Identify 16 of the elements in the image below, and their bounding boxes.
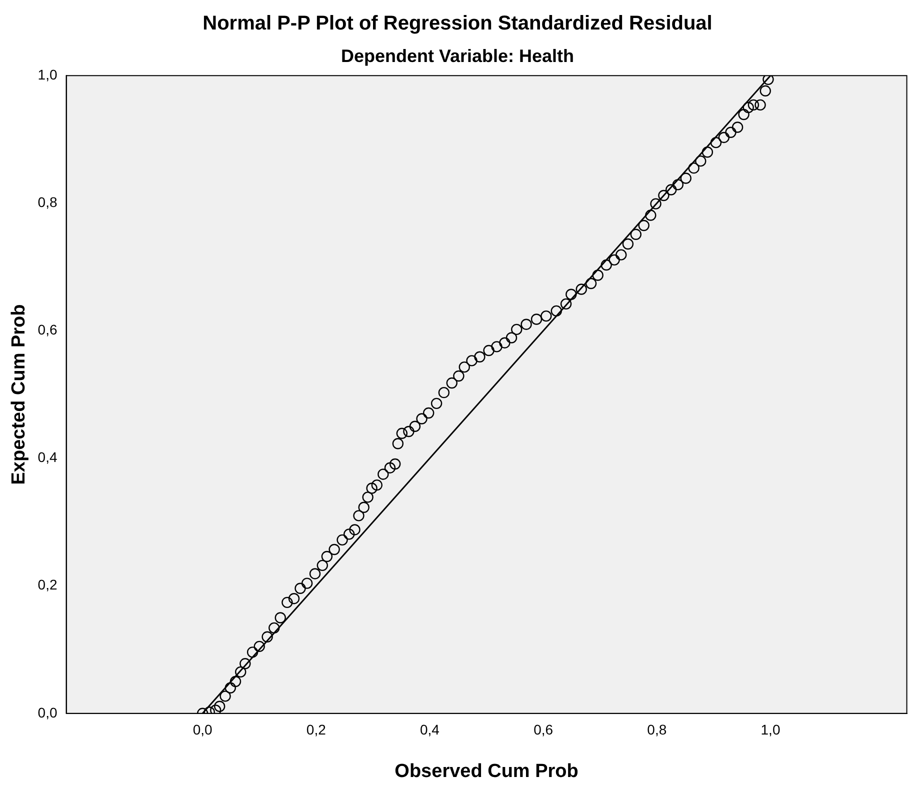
x-tick-label: 0,6 <box>534 722 554 738</box>
y-tick-label: 0,8 <box>38 194 58 210</box>
y-axis-title: Expected Cum Prob <box>8 304 30 485</box>
x-tick-label: 0,4 <box>420 722 440 738</box>
y-tick-label: 0,6 <box>38 322 58 338</box>
y-tick-label: 0,2 <box>38 576 58 593</box>
x-tick-label: 1,0 <box>760 722 780 738</box>
y-tick-label: 0,4 <box>38 449 58 466</box>
x-tick-label: 0,2 <box>306 722 326 738</box>
chart-title: Normal P-P Plot of Regression Standardized Residual <box>202 12 712 35</box>
chart-subtitle: Dependent Variable: Health <box>340 46 574 66</box>
x-axis-title: Observed Cum Prob <box>394 760 578 782</box>
y-tick-label: 0,0 <box>38 704 58 720</box>
y-tick-label: 1,0 <box>38 66 58 82</box>
x-tick-label: 0,8 <box>647 722 667 738</box>
x-tick-label: 0,0 <box>192 722 213 738</box>
